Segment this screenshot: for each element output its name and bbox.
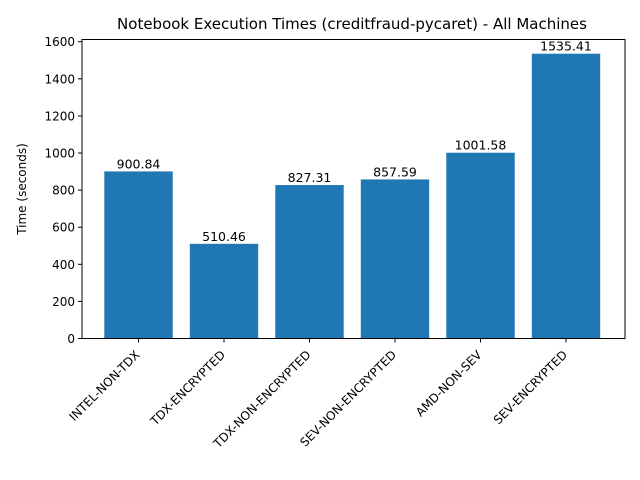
y-tick-label-1200: 1200 bbox=[44, 109, 75, 123]
data-label-sev-non-encrypted: 857.59 bbox=[373, 164, 417, 179]
plot-frame bbox=[81, 39, 626, 339]
y-tick-label-0: 0 bbox=[67, 332, 75, 346]
x-tick-label-sev-non-encrypted: SEV-NON-ENCRYPTED bbox=[297, 348, 399, 450]
data-labels-group: 900.84 510.46 827.31 857.59 1001.58 1535.41 bbox=[117, 39, 592, 244]
bar-sev-non-encrypted bbox=[360, 179, 430, 339]
x-tick-label-tdx-non-encrypted: TDX-NON-ENCRYPTED bbox=[210, 348, 314, 452]
chart-title: Notebook Execution Times (creditfraud-py… bbox=[117, 15, 587, 33]
x-tick-label-sev-encrypted: SEV-ENCRYPTED bbox=[491, 348, 570, 427]
bars-group bbox=[104, 53, 601, 339]
y-axis: 0 200 400 600 800 1000 1200 1400 1600 bbox=[44, 35, 82, 346]
data-label-sev-encrypted: 1535.41 bbox=[540, 39, 592, 54]
x-tick-label-intel-non-tdx: INTEL-NON-TDX bbox=[66, 348, 142, 424]
data-label-intel-non-tdx: 900.84 bbox=[117, 156, 161, 171]
y-axis-label: Time (seconds) bbox=[15, 143, 29, 236]
data-label-tdx-non-encrypted: 827.31 bbox=[288, 170, 332, 185]
data-label-amd-non-sev: 1001.58 bbox=[455, 138, 507, 153]
y-tick-label-1000: 1000 bbox=[44, 147, 75, 161]
x-tick-label-amd-non-sev: AMD-NON-SEV bbox=[413, 347, 485, 419]
bar-intel-non-tdx bbox=[104, 171, 173, 339]
y-tick-label-600: 600 bbox=[52, 221, 75, 235]
x-tick-label-tdx-encrypted: TDX-ENCRYPTED bbox=[147, 348, 228, 429]
y-tick-label-1400: 1400 bbox=[44, 72, 75, 86]
bar-sev-encrypted bbox=[531, 53, 601, 339]
x-axis: INTEL-NON-TDX TDX-ENCRYPTEDTDX-NON-ENCRYP… bbox=[66, 338, 570, 452]
y-tick-label-400: 400 bbox=[52, 258, 75, 272]
bar-tdx-encrypted bbox=[189, 243, 259, 339]
bar-amd-non-sev bbox=[446, 152, 515, 339]
y-tick-label-800: 800 bbox=[52, 184, 75, 198]
y-tick-label-200: 200 bbox=[52, 295, 75, 309]
data-label-tdx-encrypted: 510.46 bbox=[202, 229, 246, 244]
y-tick-label-1600: 1600 bbox=[44, 35, 75, 49]
bar-tdx-non-encrypted bbox=[275, 185, 344, 339]
